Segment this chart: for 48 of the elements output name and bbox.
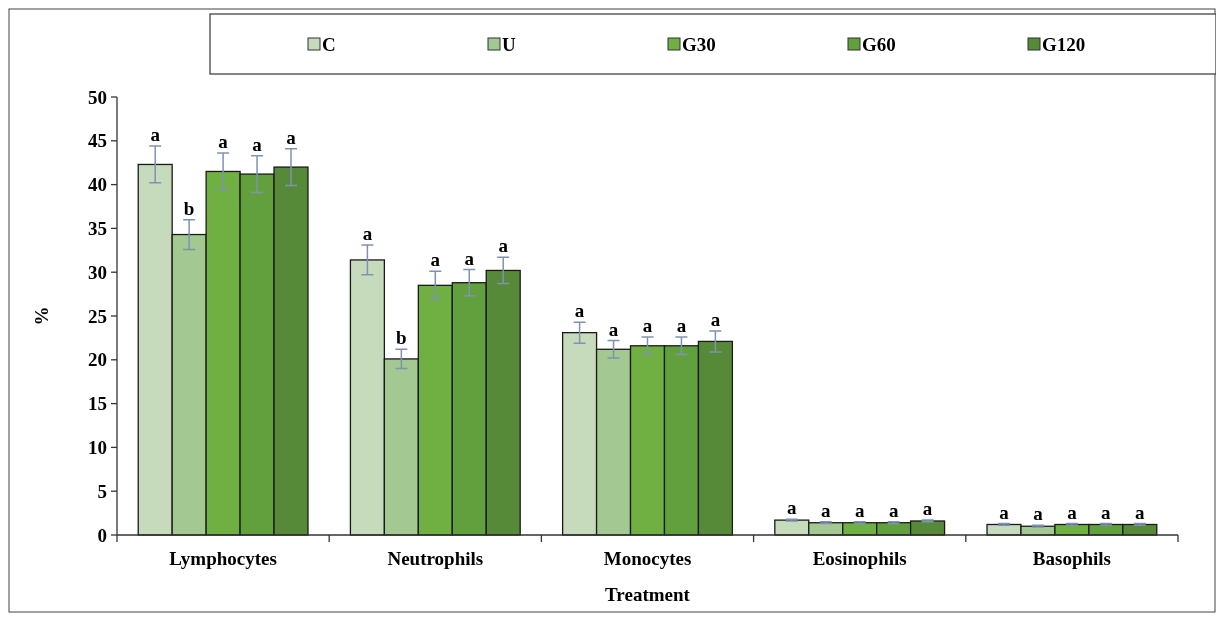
y-tick-label: 10 [88, 437, 107, 459]
data-label: a [676, 315, 687, 337]
data-label: a [218, 131, 229, 153]
data-label: a [821, 499, 831, 521]
data-label: a [1135, 501, 1146, 523]
data-label: a [710, 308, 721, 330]
data-label: a [464, 247, 475, 269]
y-axis-title: % [31, 306, 52, 326]
data-label: a [498, 235, 509, 257]
data-label: a [642, 315, 653, 337]
y-tick-label: 25 [88, 305, 107, 327]
data-label: a [1033, 503, 1044, 525]
data-label: a [286, 126, 297, 148]
y-tick-label: 40 [88, 174, 107, 196]
x-tick-label: Lymphocytes [169, 548, 277, 569]
y-tick-label: 50 [88, 86, 107, 108]
x-axis-title: Treatment [605, 584, 691, 605]
legend-label: G120 [1042, 33, 1086, 55]
data-label: a [854, 499, 865, 521]
y-tick-label: 5 [97, 480, 107, 502]
y-tick-label: 0 [97, 524, 107, 546]
data-label: a [574, 300, 585, 322]
y-tick-label: 20 [88, 349, 107, 371]
legend-label: U [502, 33, 516, 55]
x-tick-label: Monocytes [603, 548, 692, 569]
data-label: a [430, 249, 441, 271]
data-label: a [252, 133, 263, 155]
data-label: a [999, 501, 1010, 523]
legend-label: G30 [682, 33, 716, 55]
data-label: a [608, 318, 619, 340]
data-label: a [362, 223, 373, 245]
data-label: a [888, 499, 899, 521]
y-tick-label: 15 [88, 393, 107, 415]
y-tick-label: 45 [88, 130, 107, 152]
data-label: b [183, 197, 195, 219]
y-tick-label: 30 [88, 261, 107, 283]
legend-label: C [322, 33, 336, 55]
data-label: a [787, 497, 798, 519]
x-tick-label: Eosinophils [812, 548, 907, 569]
data-label: b [396, 327, 407, 349]
x-tick-label: Neutrophils [387, 548, 484, 569]
data-label: a [1101, 501, 1112, 523]
legend-label: G60 [862, 33, 896, 55]
data-label: a [922, 498, 933, 520]
data-label: a [150, 124, 161, 146]
y-tick-label: 35 [88, 218, 107, 240]
x-tick-label: Basophils [1032, 548, 1111, 569]
data-label: a [1067, 501, 1078, 523]
